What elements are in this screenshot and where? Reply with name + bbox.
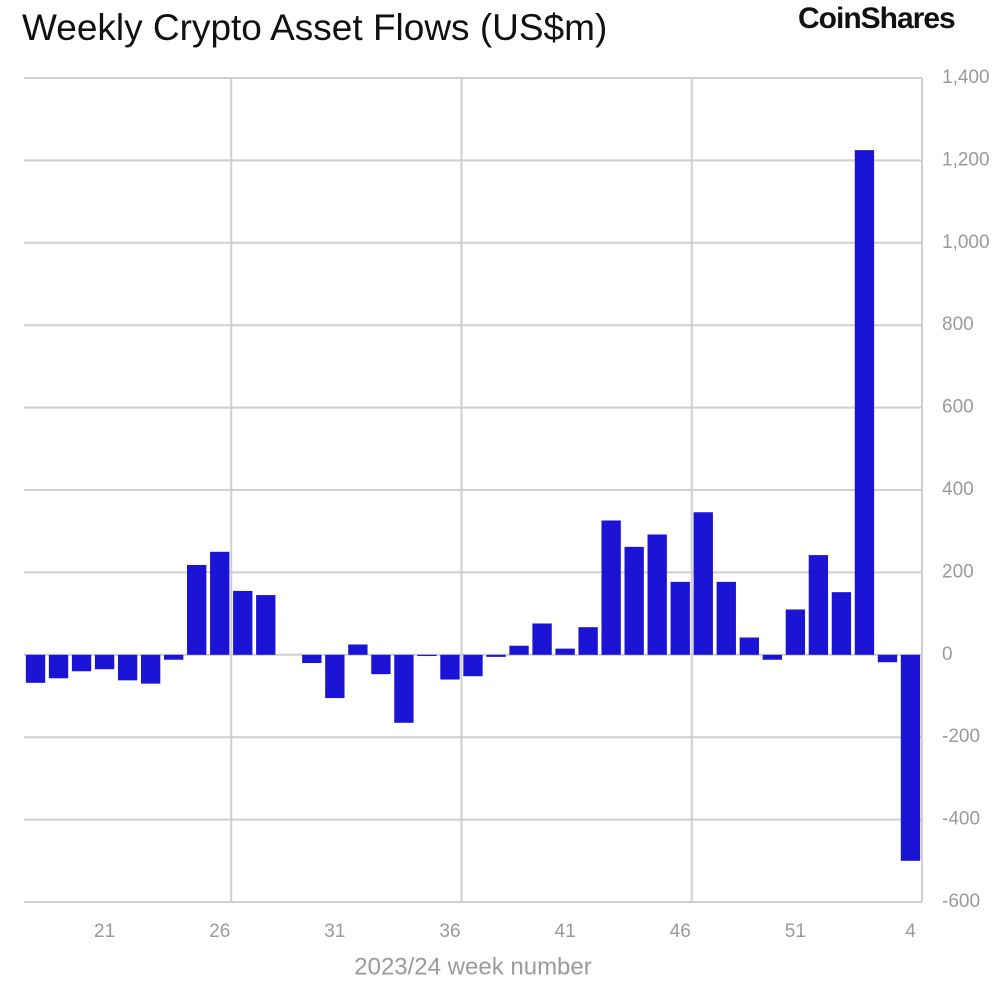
brand-logo: CoinShares: [798, 2, 955, 35]
x-tick-label: 41: [555, 921, 576, 942]
bar: [233, 590, 253, 655]
x-tick-label: 26: [209, 921, 230, 942]
bar: [417, 654, 437, 657]
grid: [24, 77, 923, 903]
bar: [693, 512, 713, 655]
y-tick-label: 800: [942, 314, 974, 335]
bar: [117, 654, 138, 681]
bar: [187, 564, 207, 655]
bar: [440, 654, 460, 680]
bar: [486, 654, 506, 657]
bar: [25, 654, 46, 683]
x-tick-label: 46: [670, 921, 691, 942]
bar: [394, 654, 414, 723]
bar: [371, 654, 391, 675]
x-tick-label: 4: [905, 921, 916, 942]
bar: [48, 654, 69, 679]
bar: [348, 644, 368, 655]
chart-title: Weekly Crypto Asset Flows (US$m): [22, 7, 607, 48]
bar: [762, 654, 783, 660]
bar: [256, 595, 276, 655]
bar: [670, 581, 690, 655]
bar: [900, 654, 921, 861]
x-tick-label: 51: [785, 921, 806, 942]
x-tick-label: 36: [439, 921, 460, 942]
x-axis-label: 2023/24 week number: [354, 953, 592, 980]
y-tick-label: -200: [942, 726, 980, 747]
bar: [624, 546, 644, 655]
bar: [325, 654, 345, 699]
bar: [163, 654, 184, 660]
bar: [854, 150, 875, 655]
bars: [25, 150, 921, 861]
bar: [532, 623, 552, 655]
x-tick-label: 31: [324, 921, 345, 942]
y-tick-label: 400: [942, 479, 974, 500]
bar: [785, 609, 806, 655]
bar: [555, 648, 575, 655]
y-tick-label: 1,200: [942, 149, 990, 170]
x-tick-label: 21: [94, 921, 115, 942]
y-tick-label: 200: [942, 561, 974, 582]
bar: [71, 654, 92, 672]
bar: [831, 592, 852, 655]
bar: [463, 654, 483, 677]
bar: [94, 654, 115, 670]
bar: [808, 555, 829, 655]
y-tick-label: 0: [942, 644, 953, 665]
bar: [578, 627, 598, 655]
bar: [739, 637, 759, 655]
y-tick-label: -400: [942, 809, 980, 830]
bar: [302, 654, 322, 664]
bar: [140, 654, 161, 684]
y-tick-label: 1,400: [942, 67, 990, 88]
bar: [509, 645, 529, 655]
bar: [210, 551, 230, 655]
bar: [601, 520, 621, 655]
y-tick-label: 1,000: [942, 232, 990, 253]
bar: [647, 534, 667, 655]
y-tick-label: -600: [942, 891, 980, 912]
bar: [716, 581, 736, 655]
bar: [877, 654, 898, 663]
y-tick-label: 600: [942, 397, 974, 418]
